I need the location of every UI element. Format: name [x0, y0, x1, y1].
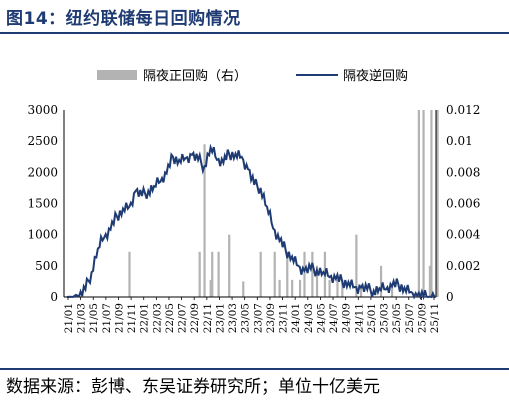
line-series	[66, 143, 437, 301]
bar	[242, 281, 245, 297]
bar	[286, 251, 289, 297]
bar	[203, 144, 206, 297]
bar	[428, 265, 432, 297]
x-tick-label: 25/01	[366, 303, 378, 333]
bar	[336, 279, 339, 297]
x-tick-label: 23/03	[227, 303, 239, 333]
y-tick-label-left: 2000	[27, 165, 58, 179]
bar	[211, 251, 214, 297]
x-tick-label: 22/05	[164, 303, 176, 333]
bar	[436, 110, 439, 297]
x-tick-label: 22/03	[151, 303, 163, 333]
bar	[390, 284, 394, 297]
x-tick-label: 25/05	[391, 303, 403, 333]
x-tick-label: 24/11	[353, 303, 365, 333]
x-tick-label: 25/07	[404, 303, 416, 333]
y-tick-label-right: 0.004	[446, 228, 481, 242]
y-tick-label-right: 0.008	[446, 165, 480, 179]
x-tick-label: 24/03	[303, 303, 315, 333]
bar	[422, 110, 425, 297]
x-tick-label: 24/07	[328, 303, 340, 333]
x-tick-label: 21/03	[76, 303, 88, 333]
bar	[303, 251, 306, 297]
x-tick-label: 23/11	[278, 303, 290, 333]
y-axis-left-labels: 0 500 1000 1500 2000 2500 3000	[27, 103, 58, 304]
bar	[417, 110, 420, 297]
x-tick-label: 24/01	[290, 303, 302, 333]
y-tick-label-left: 3000	[27, 103, 58, 117]
legend-label-line: 隔夜逆回购	[343, 68, 408, 84]
x-tick-label: 22/07	[177, 303, 189, 333]
y-tick-label-right: 0.006	[446, 197, 480, 211]
x-tick-label: 22/11	[202, 303, 214, 333]
bar	[430, 110, 433, 297]
y-tick-label-right: 0.012	[446, 103, 480, 117]
x-tick-label: 22/01	[139, 303, 151, 333]
y-tick-label-right: 0.002	[446, 259, 480, 273]
legend: 隔夜正回购（右） 隔夜逆回购	[97, 68, 408, 84]
bar	[128, 251, 131, 297]
y-tick-label-left: 1000	[27, 228, 58, 242]
bar	[209, 279, 212, 297]
chart-title: 图14：纽约联储每日回购情况	[6, 9, 241, 29]
bar	[328, 279, 331, 297]
bar	[217, 251, 220, 297]
y-tick-label-left: 0	[50, 290, 58, 304]
x-tick-label: 24/05	[315, 303, 327, 333]
bar	[259, 251, 262, 297]
x-tick-label: 21/11	[126, 303, 138, 333]
x-axis-labels: 21/01 21/03 21/05 21/07 21/09 21/11 22/01 22/03…	[63, 297, 441, 333]
x-tick-label: 24/09	[341, 303, 353, 333]
bar	[291, 279, 294, 297]
y-tick-label-left: 1500	[27, 197, 58, 211]
x-tick-label: 21/01	[63, 303, 75, 333]
y-tick-label-right: 0	[446, 290, 454, 304]
x-tick-label: 21/05	[88, 303, 100, 333]
bar-series	[128, 110, 439, 297]
y-axis-right-labels: 0 0.002 0.004 0.006 0.008 0.01 0.012	[446, 103, 481, 304]
bar	[341, 279, 344, 297]
x-tick-label: 21/09	[113, 303, 125, 333]
axes	[63, 110, 437, 298]
source-note: 数据来源：彭博、东吴证券研究所；单位十亿美元	[6, 377, 380, 397]
bar	[315, 265, 319, 297]
x-tick-label: 25/11	[429, 303, 441, 333]
y-tick-label-left: 500	[35, 259, 58, 273]
legend-swatch-bar	[97, 70, 137, 80]
bar	[379, 265, 383, 297]
x-tick-label: 21/07	[101, 303, 113, 333]
x-tick-label: 23/05	[240, 303, 252, 333]
bar	[278, 279, 281, 297]
title-rule	[0, 32, 509, 34]
x-tick-label: 23/09	[265, 303, 277, 333]
bar	[273, 251, 276, 297]
y-tick-label-left: 2500	[27, 134, 58, 148]
bar	[198, 251, 201, 297]
x-tick-label: 23/07	[252, 303, 264, 333]
bar	[228, 234, 231, 297]
bar	[359, 284, 363, 297]
bar	[355, 234, 358, 297]
bar	[311, 251, 314, 297]
footer-rule	[0, 368, 509, 370]
bar	[298, 279, 302, 297]
x-tick-label: 25/09	[416, 303, 428, 333]
legend-label-bar: 隔夜正回购（右）	[143, 68, 247, 84]
x-tick-label: 22/09	[189, 303, 201, 333]
y-tick-label-right: 0.01	[446, 134, 473, 148]
x-tick-label: 25/03	[379, 303, 391, 333]
x-tick-label: 23/01	[214, 303, 226, 333]
